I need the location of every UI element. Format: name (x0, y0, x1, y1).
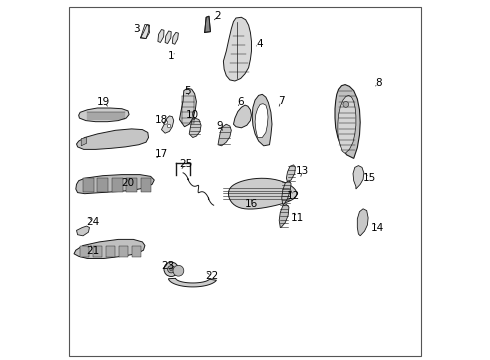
Text: 24: 24 (86, 217, 99, 228)
Bar (80, 246, 89, 257)
Text: 19: 19 (97, 96, 111, 107)
Text: 12: 12 (287, 191, 300, 201)
Polygon shape (335, 85, 360, 158)
Bar (119, 246, 127, 257)
Text: 1: 1 (168, 51, 174, 61)
Polygon shape (81, 138, 87, 146)
Polygon shape (79, 108, 129, 122)
Polygon shape (76, 226, 90, 236)
Polygon shape (76, 175, 154, 194)
Polygon shape (76, 129, 148, 149)
Text: 18: 18 (155, 114, 168, 125)
Text: 17: 17 (155, 149, 168, 159)
Polygon shape (189, 118, 201, 138)
Polygon shape (252, 94, 272, 146)
Text: 15: 15 (363, 173, 376, 183)
Text: 13: 13 (296, 166, 309, 176)
Polygon shape (74, 239, 145, 258)
Text: 11: 11 (291, 213, 304, 223)
Text: 5: 5 (184, 86, 191, 96)
Polygon shape (223, 17, 251, 81)
Bar (93, 246, 102, 257)
Polygon shape (353, 166, 364, 189)
Polygon shape (165, 31, 171, 44)
Polygon shape (141, 24, 149, 39)
Polygon shape (279, 204, 289, 228)
Polygon shape (286, 165, 295, 182)
Polygon shape (218, 124, 231, 146)
Bar (112, 178, 122, 192)
Text: 7: 7 (278, 96, 284, 106)
Text: 10: 10 (186, 110, 199, 120)
Polygon shape (255, 104, 268, 138)
Text: 23: 23 (161, 261, 174, 271)
Polygon shape (179, 88, 196, 127)
Circle shape (170, 268, 172, 271)
Circle shape (167, 124, 171, 128)
Text: 25: 25 (179, 159, 192, 169)
Polygon shape (228, 178, 297, 209)
Circle shape (343, 102, 349, 107)
Text: 21: 21 (86, 246, 99, 256)
Polygon shape (233, 105, 251, 128)
Text: 2: 2 (215, 11, 221, 21)
Bar (141, 178, 151, 192)
Polygon shape (338, 95, 356, 153)
Polygon shape (205, 16, 210, 32)
Bar (83, 178, 94, 192)
Text: 4: 4 (256, 39, 263, 49)
Text: 6: 6 (237, 96, 244, 107)
Polygon shape (357, 209, 368, 236)
Polygon shape (169, 278, 217, 287)
Text: 16: 16 (245, 199, 258, 210)
Polygon shape (162, 116, 174, 133)
Circle shape (173, 265, 184, 276)
Circle shape (164, 121, 168, 124)
Bar (126, 178, 137, 192)
Bar (106, 246, 115, 257)
Polygon shape (282, 181, 291, 204)
Text: 3: 3 (133, 24, 140, 34)
Circle shape (164, 262, 178, 276)
Text: 14: 14 (371, 222, 384, 233)
Polygon shape (172, 32, 178, 44)
Text: 20: 20 (122, 178, 135, 188)
Text: 22: 22 (205, 271, 219, 282)
Text: 9: 9 (217, 121, 223, 131)
Polygon shape (158, 30, 164, 42)
Text: 8: 8 (375, 78, 382, 88)
Circle shape (168, 266, 175, 273)
Bar (98, 178, 108, 192)
Bar (132, 246, 141, 257)
